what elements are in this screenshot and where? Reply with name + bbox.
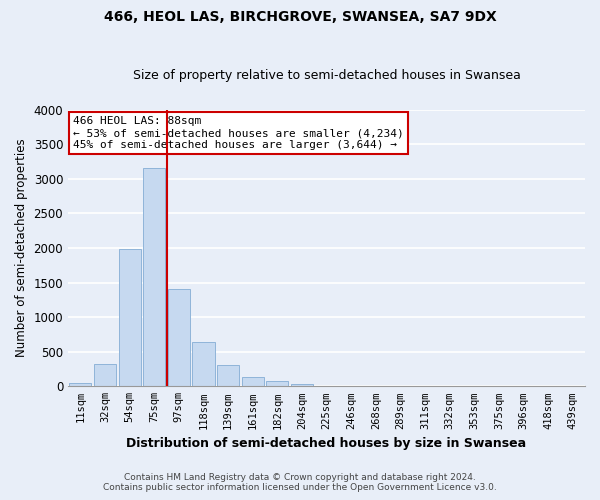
Bar	[143, 168, 165, 386]
Bar	[94, 364, 116, 386]
Bar	[119, 250, 140, 386]
Text: 466 HEOL LAS: 88sqm
← 53% of semi-detached houses are smaller (4,234)
45% of sem: 466 HEOL LAS: 88sqm ← 53% of semi-detach…	[73, 116, 404, 150]
Bar	[266, 382, 289, 386]
Title: Size of property relative to semi-detached houses in Swansea: Size of property relative to semi-detach…	[133, 69, 520, 82]
Bar	[193, 342, 215, 386]
Bar	[217, 365, 239, 386]
X-axis label: Distribution of semi-detached houses by size in Swansea: Distribution of semi-detached houses by …	[127, 437, 527, 450]
Y-axis label: Number of semi-detached properties: Number of semi-detached properties	[15, 138, 28, 357]
Bar	[168, 290, 190, 386]
Bar	[242, 376, 264, 386]
Bar	[69, 383, 91, 386]
Text: 466, HEOL LAS, BIRCHGROVE, SWANSEA, SA7 9DX: 466, HEOL LAS, BIRCHGROVE, SWANSEA, SA7 …	[104, 10, 496, 24]
Bar	[291, 384, 313, 386]
Text: Contains HM Land Registry data © Crown copyright and database right 2024.
Contai: Contains HM Land Registry data © Crown c…	[103, 473, 497, 492]
